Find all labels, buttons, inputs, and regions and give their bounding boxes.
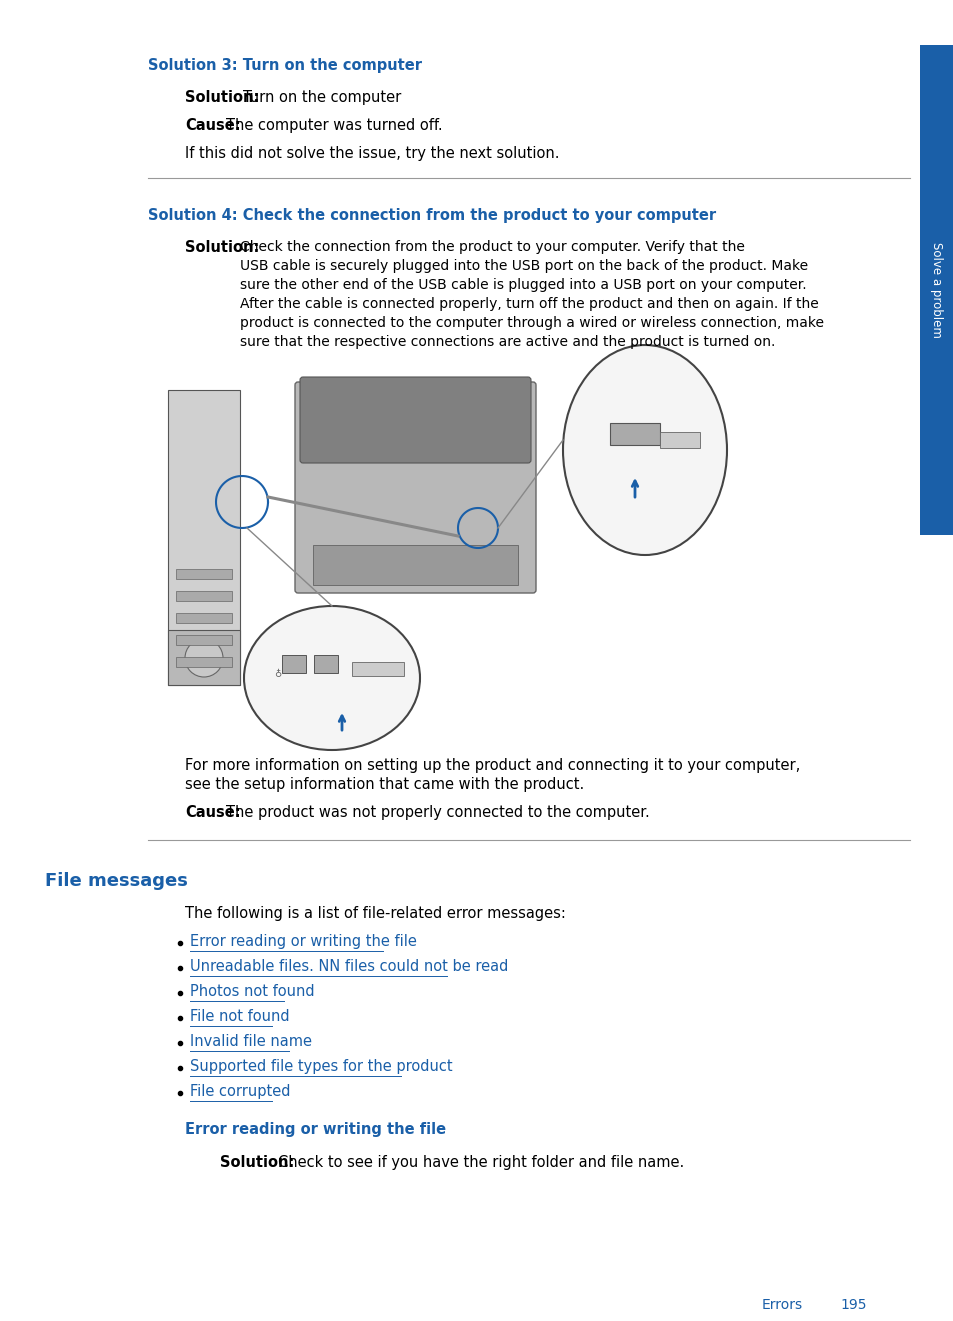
Text: Turn on the computer: Turn on the computer (243, 90, 401, 104)
Text: Invalid file name: Invalid file name (190, 1034, 312, 1049)
Bar (313, 546, 517, 585)
Bar (314, 655, 337, 672)
Bar (168, 630, 240, 686)
Bar (175, 590, 232, 601)
Text: USB cable is securely plugged into the USB port on the back of the product. Make: USB cable is securely plugged into the U… (240, 259, 807, 273)
Text: Unreadable files. NN files could not be read: Unreadable files. NN files could not be … (190, 959, 508, 974)
Bar (282, 655, 306, 672)
Text: Check to see if you have the right folder and file name.: Check to see if you have the right folde… (277, 1155, 683, 1170)
FancyBboxPatch shape (299, 376, 531, 462)
Text: Solve a problem: Solve a problem (929, 242, 943, 338)
Text: File not found: File not found (190, 1009, 290, 1024)
Text: If this did not solve the issue, try the next solution.: If this did not solve the issue, try the… (185, 147, 558, 161)
Bar (175, 657, 232, 667)
Bar (175, 569, 232, 579)
Bar (175, 635, 232, 645)
Text: File corrupted: File corrupted (190, 1085, 291, 1099)
Text: After the cable is connected properly, turn off the product and then on again. I: After the cable is connected properly, t… (240, 297, 818, 310)
Bar (659, 432, 700, 448)
Bar (168, 390, 240, 686)
Text: Cause:: Cause: (185, 118, 240, 133)
Bar (609, 423, 659, 445)
Text: Photos not found: Photos not found (190, 984, 314, 999)
Text: Solution:: Solution: (220, 1155, 294, 1170)
Text: The product was not properly connected to the computer.: The product was not properly connected t… (226, 804, 649, 820)
Text: see the setup information that came with the product.: see the setup information that came with… (185, 777, 583, 793)
Ellipse shape (185, 639, 223, 676)
Text: sure the other end of the USB cable is plugged into a USB port on your computer.: sure the other end of the USB cable is p… (240, 277, 806, 292)
Text: product is connected to the computer through a wired or wireless connection, mak: product is connected to the computer thr… (240, 316, 823, 330)
Text: ♁: ♁ (274, 668, 281, 679)
Text: Error reading or writing the file: Error reading or writing the file (190, 934, 416, 948)
Text: The following is a list of file-related error messages:: The following is a list of file-related … (185, 906, 565, 921)
Bar (919, 45, 953, 535)
FancyBboxPatch shape (294, 382, 536, 593)
Ellipse shape (562, 345, 726, 555)
Ellipse shape (244, 606, 419, 750)
Text: Error reading or writing the file: Error reading or writing the file (185, 1122, 446, 1137)
Bar (175, 613, 232, 624)
Text: sure that the respective connections are active and the product is turned on.: sure that the respective connections are… (240, 336, 775, 349)
Bar (352, 662, 403, 676)
Text: Solution 3: Turn on the computer: Solution 3: Turn on the computer (148, 58, 421, 73)
Text: Solution:: Solution: (185, 90, 259, 104)
Text: Solution 4: Check the connection from the product to your computer: Solution 4: Check the connection from th… (148, 207, 716, 223)
Text: Supported file types for the product: Supported file types for the product (190, 1059, 452, 1074)
Text: Errors: Errors (761, 1299, 802, 1312)
Text: Cause:: Cause: (185, 804, 240, 820)
Text: 195: 195 (840, 1299, 865, 1312)
Text: The computer was turned off.: The computer was turned off. (226, 118, 442, 133)
Text: Solution:: Solution: (185, 240, 259, 255)
Text: For more information on setting up the product and connecting it to your compute: For more information on setting up the p… (185, 758, 800, 773)
Text: File messages: File messages (45, 872, 188, 890)
Text: Check the connection from the product to your computer. Verify that the: Check the connection from the product to… (240, 240, 744, 254)
